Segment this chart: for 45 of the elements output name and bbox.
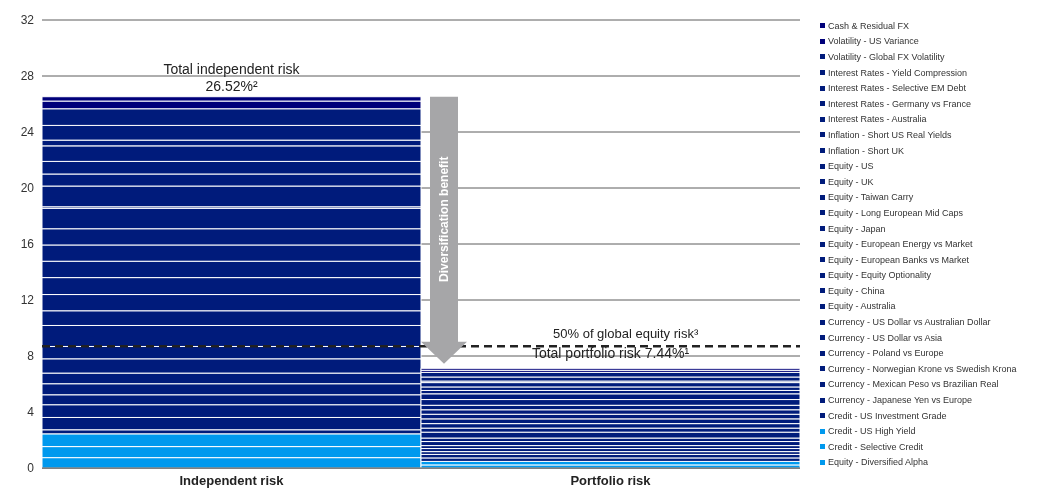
legend-label: Inflation - Short US Real Yields: [828, 129, 952, 140]
legend-label: Currency - Poland vs Europe: [828, 348, 944, 359]
legend-label: Interest Rates - Germany vs France: [828, 98, 972, 109]
legend-label: Equity - European Banks vs Market: [828, 254, 970, 265]
legend-label: Equity - Japan: [828, 223, 886, 234]
legend-label: Equity - Diversified Alpha: [828, 457, 929, 468]
legend-label: Interest Rates - Selective EM Debt: [828, 83, 967, 94]
legend-label: Volatility - US Variance: [828, 36, 919, 47]
legend-label: Inflation - Short UK: [828, 145, 905, 156]
annotation: 26.52%²: [205, 77, 258, 94]
legend-label: Equity - China: [828, 285, 885, 296]
legend-label: Equity - Equity Optionality: [828, 270, 932, 281]
annotation: Diversification benefit: [437, 156, 451, 282]
y-tick-label: 24: [20, 125, 35, 140]
legend-label: Cash & Residual FX: [828, 20, 910, 31]
y-tick-label: 28: [20, 69, 35, 84]
legend-label: Equity - Australia: [828, 301, 896, 312]
x-tick-label: Portfolio risk: [570, 473, 652, 489]
y-tick-label: 32: [20, 13, 35, 28]
legend-label: Volatility - Global FX Volatility: [828, 51, 945, 62]
annotation: Total independent risk: [163, 60, 301, 77]
ref-line-label: 50% of global equity risk³: [553, 326, 699, 342]
legend-label: Currency - Japanese Yen vs Europe: [828, 395, 973, 406]
legend-label: Equity - US: [828, 161, 874, 172]
annotation: Total portfolio risk 7.44%¹: [531, 344, 690, 361]
legend-label: Credit - Selective Credit: [828, 441, 924, 452]
y-tick-label: 8: [27, 349, 35, 364]
legend-label: Interest Rates - Australia: [828, 114, 927, 125]
legend-label: Credit - US High Yield: [828, 426, 916, 437]
legend-label: Currency - Norwegian Krone vs Swedish Krona: [828, 363, 1017, 374]
y-tick-label: 12: [20, 293, 35, 308]
y-tick-label: 4: [27, 405, 35, 420]
y-tick-label: 16: [20, 237, 35, 252]
legend-label: Interest Rates - Yield Compression: [828, 67, 968, 78]
legend-label: Currency - US Dollar vs Asia: [828, 332, 943, 343]
x-tick-label: Independent risk: [179, 473, 285, 489]
legend-label: Equity - UK: [828, 176, 874, 187]
legend-label: Currency - Mexican Peso vs Brazilian Real: [828, 379, 999, 390]
legend-label: Equity - Long European Mid Caps: [828, 207, 964, 218]
y-tick-label: 20: [20, 181, 35, 196]
legend-label: Equity - Taiwan Carry: [828, 192, 914, 203]
legend-label: Credit - US Investment Grade: [828, 410, 947, 421]
y-tick-label: 0: [27, 461, 35, 476]
legend-label: Currency - US Dollar vs Australian Dollar: [828, 317, 991, 328]
legend-label: Equity - European Energy vs Market: [828, 239, 973, 250]
